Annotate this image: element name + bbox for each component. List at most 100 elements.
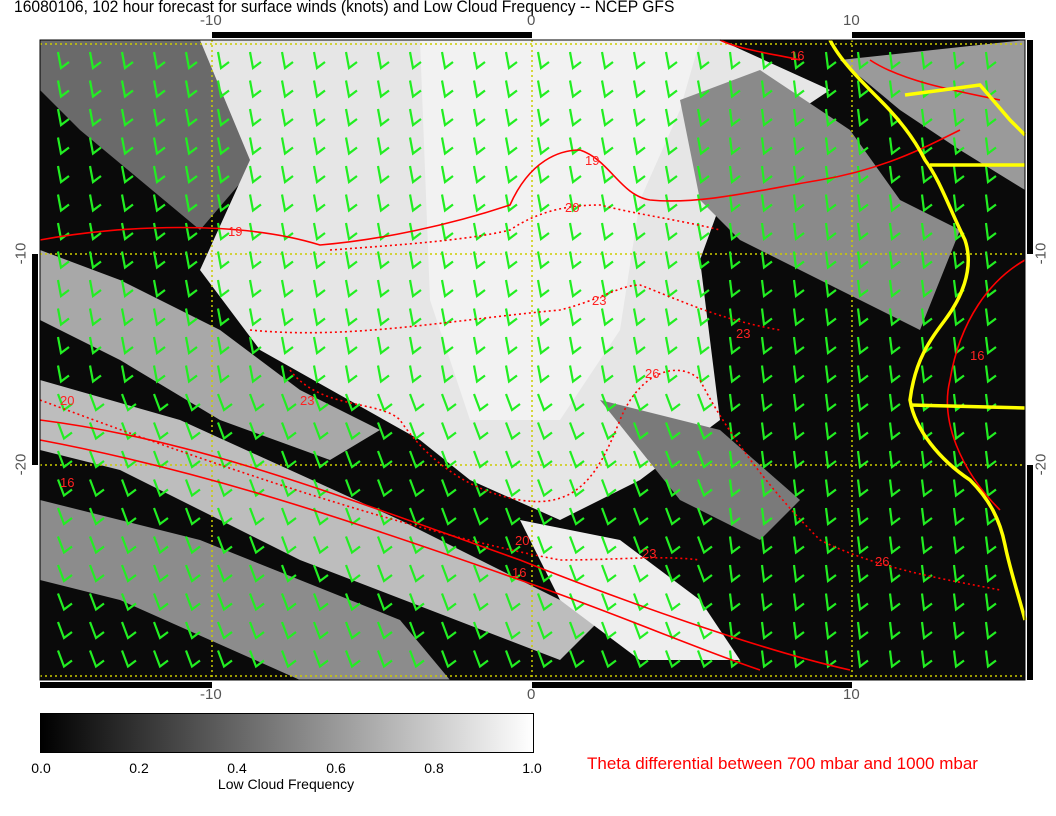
wind-barb xyxy=(984,479,997,498)
wind-barb xyxy=(728,308,741,327)
wind-barb xyxy=(216,80,230,99)
wind-barb xyxy=(88,279,102,298)
wind-barb xyxy=(120,108,134,127)
wind-barb xyxy=(248,51,262,70)
wind-barb xyxy=(472,650,489,669)
wind-barb xyxy=(312,336,326,355)
wind-barb xyxy=(280,51,294,70)
wind-barb xyxy=(696,222,710,241)
wind-barb xyxy=(696,165,710,184)
wind-barb xyxy=(856,507,869,527)
wind-barb xyxy=(344,51,358,70)
wind-barb xyxy=(120,80,134,99)
wind-barb xyxy=(152,336,166,355)
wind-barb xyxy=(120,564,137,583)
wind-barb xyxy=(440,279,454,298)
wind-barb xyxy=(152,593,169,612)
contour-label: 26 xyxy=(875,554,889,569)
wind-barb xyxy=(760,251,773,270)
wind-barb xyxy=(184,479,201,498)
wind-barb xyxy=(792,479,805,498)
wind-barb xyxy=(440,222,454,241)
wind-barb xyxy=(760,365,773,384)
wind-barb xyxy=(408,194,422,213)
wind-barb xyxy=(88,536,105,555)
wind-barb xyxy=(696,450,713,469)
wind-barb xyxy=(248,479,265,498)
wind-barb xyxy=(344,393,361,412)
wind-barb xyxy=(792,365,805,384)
wind-barb xyxy=(920,251,933,270)
wind-barb xyxy=(728,393,741,413)
contour-line-20 xyxy=(329,204,721,251)
wind-barb xyxy=(344,137,358,156)
wind-barb xyxy=(216,393,233,412)
wind-barb xyxy=(920,564,933,584)
wind-barb xyxy=(920,450,933,470)
wind-barb xyxy=(760,564,773,584)
wind-barb xyxy=(664,194,678,213)
wind-barb xyxy=(632,536,649,555)
wind-barb xyxy=(376,51,390,70)
contour-line-26 xyxy=(289,369,1001,591)
wind-barb xyxy=(920,422,933,441)
contour-legend-text: Theta differential between 700 mbar and … xyxy=(587,754,978,773)
wind-barb xyxy=(568,222,582,241)
wind-barb xyxy=(88,479,105,498)
wind-barb xyxy=(888,194,901,213)
wind-barb xyxy=(216,165,230,184)
wind-barb xyxy=(632,422,649,441)
wind-barb xyxy=(88,308,102,327)
wind-barb xyxy=(344,222,358,241)
wind-barb xyxy=(760,536,773,555)
wind-barb xyxy=(600,393,617,412)
wind-barb xyxy=(152,365,166,384)
wind-barb xyxy=(312,365,326,384)
wind-barb xyxy=(152,108,166,127)
wind-barb xyxy=(760,479,773,498)
wind-barb xyxy=(952,137,965,156)
wind-barb xyxy=(568,165,582,184)
wind-barb xyxy=(440,308,454,327)
wind-barb xyxy=(408,593,425,612)
wind-barb xyxy=(408,621,425,640)
wind-barb xyxy=(696,507,713,526)
wind-barb xyxy=(888,80,901,99)
wind-barb xyxy=(664,137,678,156)
lon-tick-bottom: 10 xyxy=(843,686,860,703)
wind-barb xyxy=(568,279,582,298)
wind-barb xyxy=(472,621,489,640)
wind-barb xyxy=(696,80,710,99)
wind-barb xyxy=(632,621,649,640)
wind-barb xyxy=(504,393,521,412)
wind-barb xyxy=(696,251,710,270)
wind-barb xyxy=(824,336,837,356)
wind-barb xyxy=(120,479,137,498)
wind-barb xyxy=(376,650,393,669)
wind-barb xyxy=(472,222,486,241)
wind-barb xyxy=(696,536,713,555)
wind-barb xyxy=(920,279,933,299)
wind-barb xyxy=(888,279,901,299)
wind-barb xyxy=(440,422,457,441)
lon-tick-bottom: 0 xyxy=(527,686,536,703)
wind-barb xyxy=(696,593,713,612)
wind-barb xyxy=(888,365,901,384)
wind-barb xyxy=(248,593,265,612)
wind-barb xyxy=(56,650,73,669)
wind-barb xyxy=(440,650,457,669)
wind-barb xyxy=(216,507,233,526)
wind-barb xyxy=(824,137,837,156)
wind-barb xyxy=(408,80,422,99)
wind-barb xyxy=(856,279,869,299)
wind-barb xyxy=(728,507,741,527)
wind-barb xyxy=(568,80,582,99)
wind-barb xyxy=(952,194,965,213)
wind-barb xyxy=(472,593,489,612)
wind-barb xyxy=(280,336,294,355)
wind-barb xyxy=(152,165,166,184)
wind-barb xyxy=(376,137,390,156)
wind-barb xyxy=(888,507,901,527)
contour-line-16 xyxy=(39,419,851,671)
wind-barb xyxy=(696,422,713,441)
